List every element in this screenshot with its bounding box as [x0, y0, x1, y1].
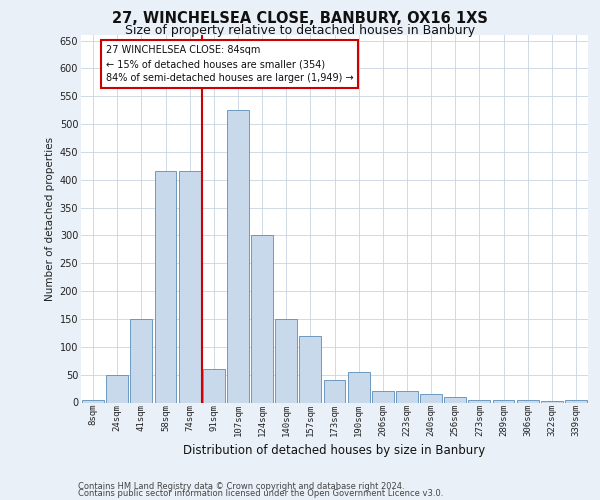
Bar	[396, 392, 418, 402]
Bar	[372, 392, 394, 402]
Bar	[348, 372, 370, 402]
Bar	[299, 336, 321, 402]
Bar	[275, 319, 297, 402]
Y-axis label: Number of detached properties: Number of detached properties	[46, 136, 55, 301]
Bar	[445, 397, 466, 402]
Bar	[493, 400, 514, 402]
Bar	[106, 374, 128, 402]
Bar	[565, 400, 587, 402]
Bar	[323, 380, 346, 402]
Bar	[203, 369, 224, 402]
X-axis label: Distribution of detached houses by size in Banbury: Distribution of detached houses by size …	[184, 444, 485, 458]
Bar	[517, 400, 539, 402]
Text: 27, WINCHELSEA CLOSE, BANBURY, OX16 1XS: 27, WINCHELSEA CLOSE, BANBURY, OX16 1XS	[112, 11, 488, 26]
Bar	[82, 400, 104, 402]
Bar	[469, 400, 490, 402]
Bar	[155, 172, 176, 402]
Bar	[227, 110, 249, 403]
Bar	[541, 401, 563, 402]
Bar	[130, 319, 152, 402]
Text: 27 WINCHELSEA CLOSE: 84sqm
← 15% of detached houses are smaller (354)
84% of sem: 27 WINCHELSEA CLOSE: 84sqm ← 15% of deta…	[106, 45, 353, 83]
Text: Contains HM Land Registry data © Crown copyright and database right 2024.: Contains HM Land Registry data © Crown c…	[78, 482, 404, 491]
Text: Size of property relative to detached houses in Banbury: Size of property relative to detached ho…	[125, 24, 475, 37]
Bar	[179, 172, 200, 402]
Bar	[420, 394, 442, 402]
Bar	[251, 236, 273, 402]
Text: Contains public sector information licensed under the Open Government Licence v3: Contains public sector information licen…	[78, 489, 443, 498]
